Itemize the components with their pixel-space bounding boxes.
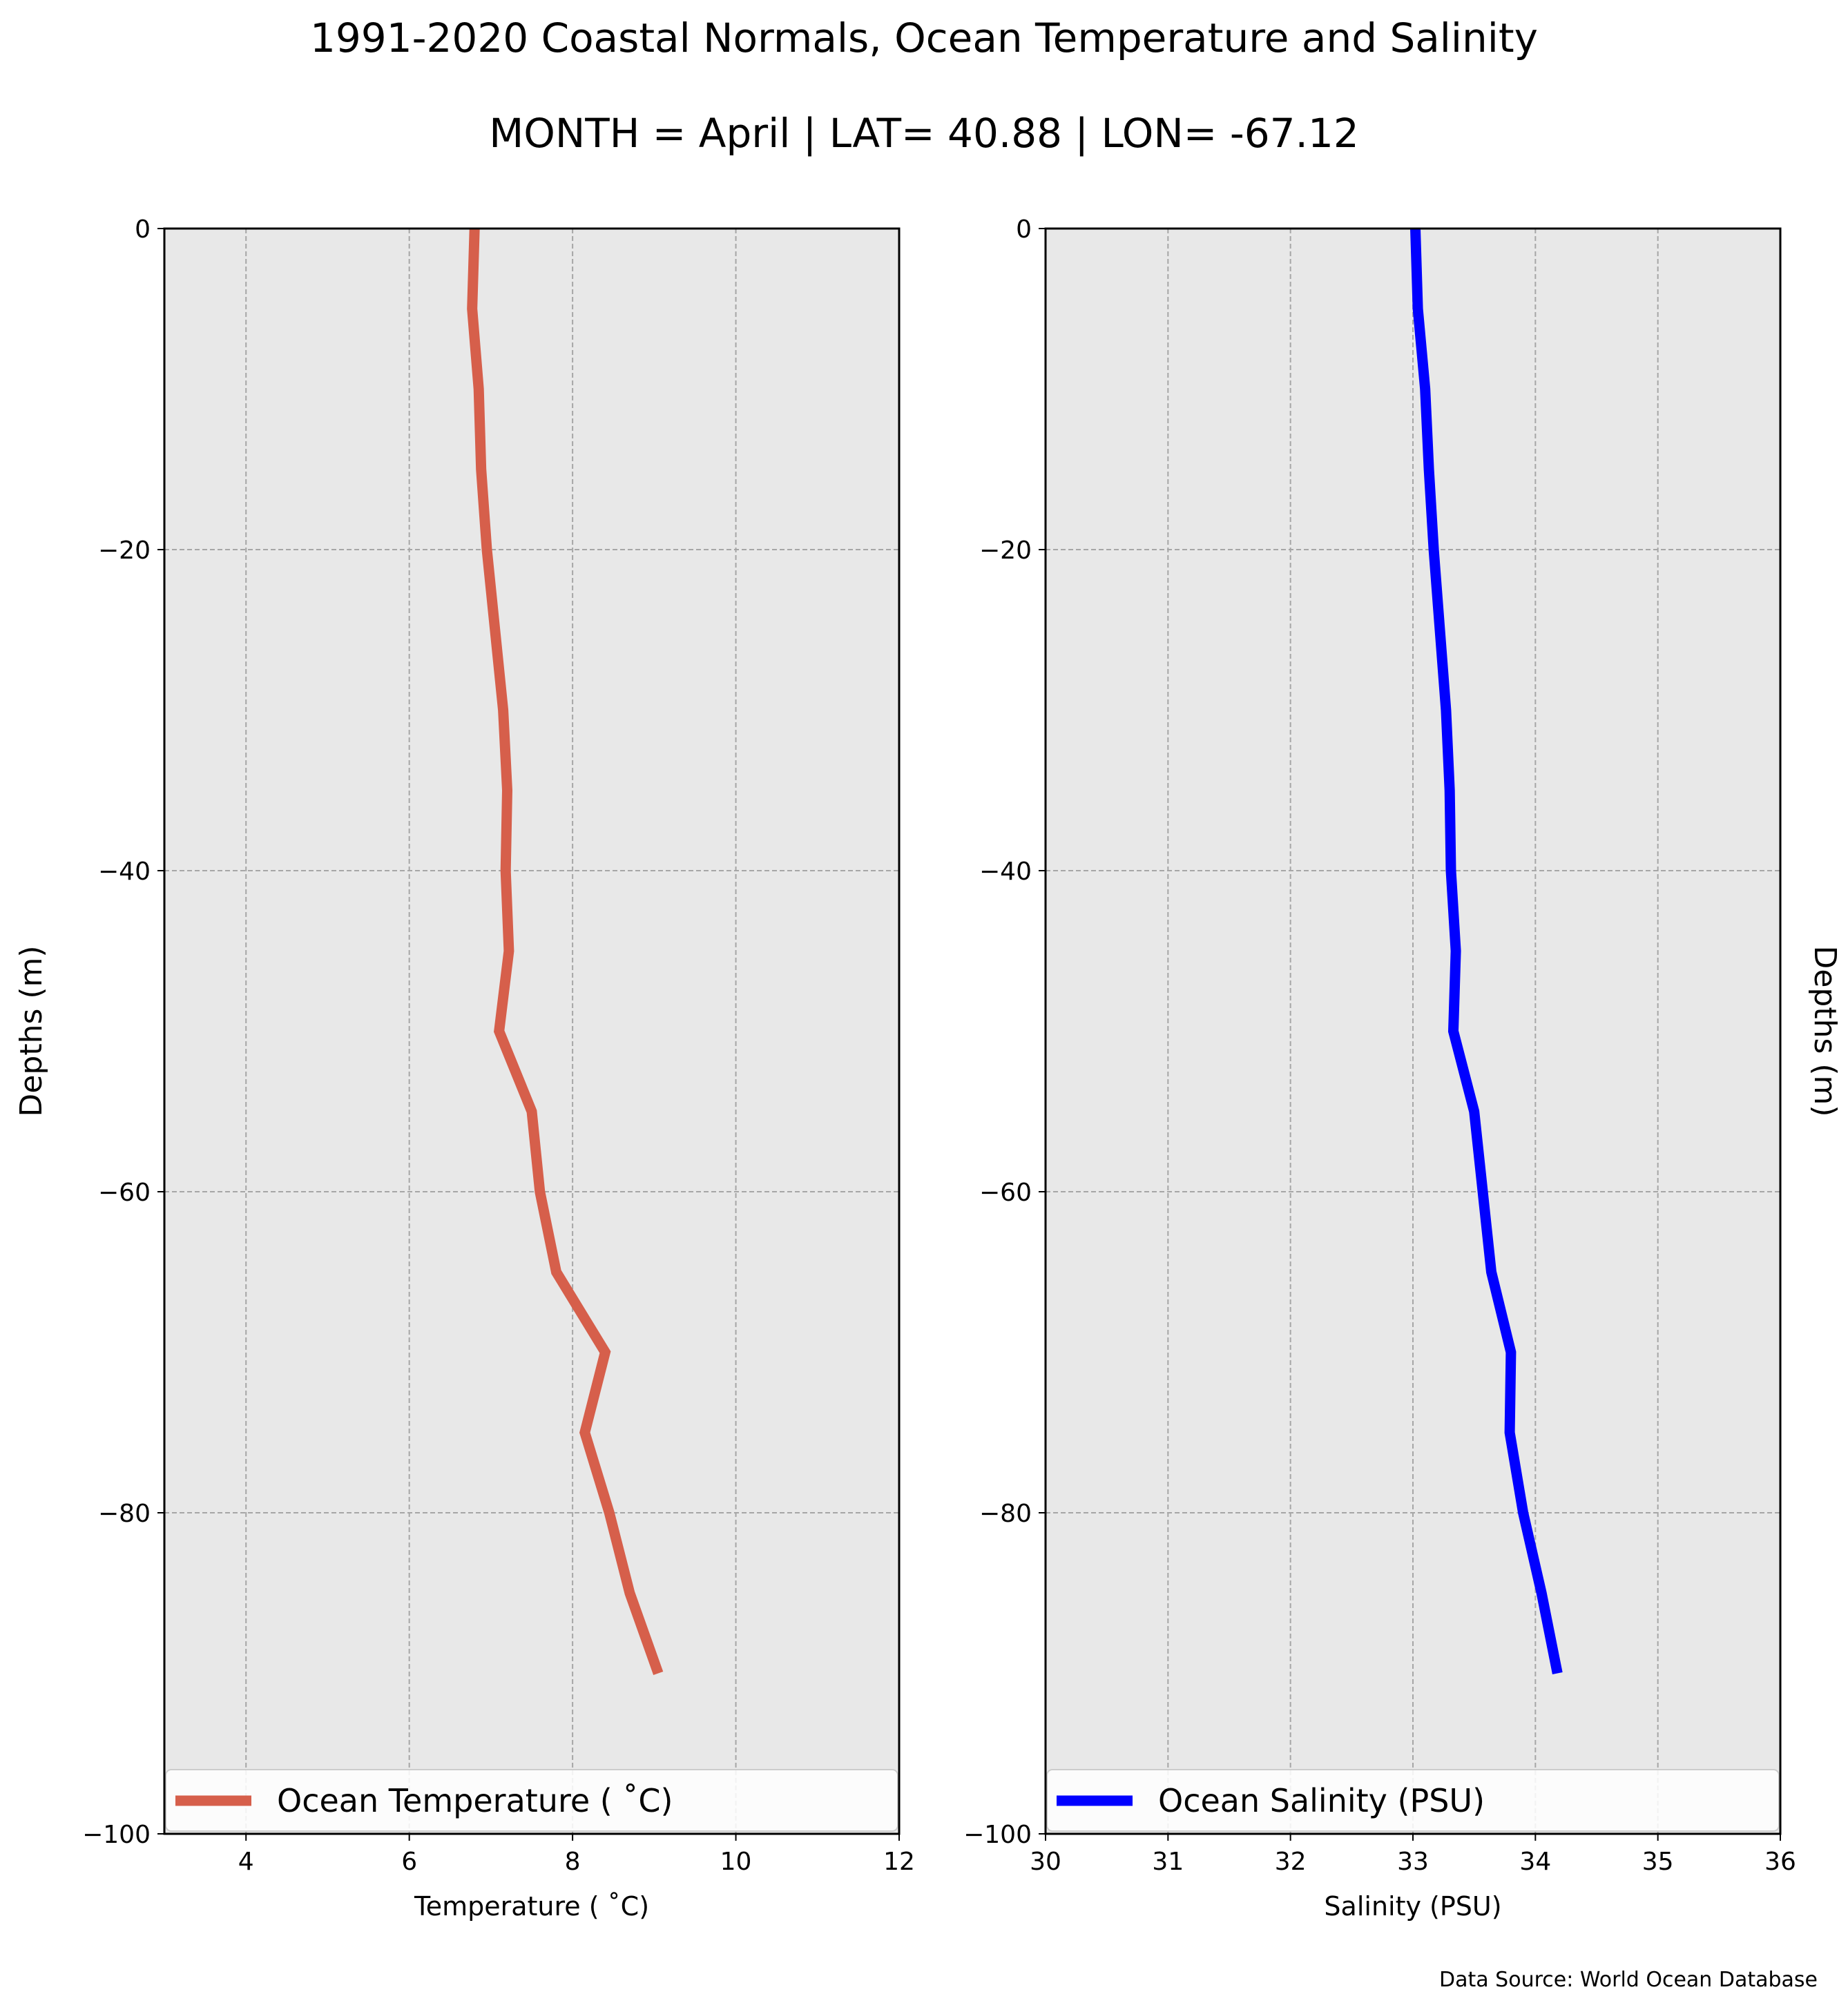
temperature-x-axis-label: Temperature ( ˚C) <box>414 1891 649 1922</box>
temperature-y-tick-label: −80 <box>98 1500 151 1528</box>
chart-title: 1991-2020 Coastal Normals, Ocean Tempera… <box>310 14 1538 61</box>
temperature-x-tick-label: 12 <box>883 1848 915 1876</box>
temperature-panel: Ocean Temperature ( ˚C) 4 6 8 10 12 0 −20 −40 −60… <box>14 215 915 1922</box>
salinity-y-tick-label: −100 <box>963 1821 1032 1849</box>
salinity-x-tick-label: 31 <box>1152 1848 1184 1876</box>
salinity-y-tick-label: −40 <box>979 858 1032 886</box>
temperature-x-tick-label: 8 <box>565 1848 581 1876</box>
temperature-x-tick-label: 6 <box>401 1848 417 1876</box>
salinity-x-tick-label: 36 <box>1764 1848 1796 1876</box>
salinity-legend-label: Ocean Salinity (PSU) <box>1158 1782 1485 1819</box>
salinity-x-tick-label: 32 <box>1275 1848 1307 1876</box>
chart-subtitle: MONTH = April | LAT= 40.88 | LON= -67.12 <box>489 110 1359 157</box>
salinity-y-axis-label: Depths (m) <box>1807 945 1842 1116</box>
salinity-x-tick-label: 34 <box>1519 1848 1551 1876</box>
salinity-y-tick-label: −80 <box>979 1500 1032 1528</box>
salinity-x-tick-label: 30 <box>1030 1848 1061 1876</box>
temperature-y-tick-label: −40 <box>98 858 151 886</box>
data-source-note: Data Source: World Ocean Database <box>1439 1968 1818 1992</box>
temperature-series-line <box>467 228 664 1676</box>
temperature-axes-frame <box>163 227 901 1835</box>
temperature-legend-label: Ocean Temperature ( ˚C) <box>277 1782 673 1819</box>
salinity-y-tick-label: −60 <box>979 1179 1032 1207</box>
salinity-x-tick-label: 33 <box>1397 1848 1429 1876</box>
salinity-x-axis-label: Salinity (PSU) <box>1324 1891 1501 1922</box>
salinity-plot-area <box>1046 229 1780 1834</box>
salinity-y-tick-label: −20 <box>979 536 1032 565</box>
temperature-y-tick-label: −60 <box>98 1179 151 1207</box>
temperature-y-tick-label: 0 <box>135 215 151 244</box>
salinity-legend: Ocean Salinity (PSU) <box>1046 1769 1780 1832</box>
temperature-x-tick-label: 10 <box>720 1848 752 1876</box>
temperature-y-axis-label: Depths (m) <box>14 945 49 1116</box>
temperature-y-tick-label: −20 <box>98 536 151 565</box>
temperature-x-tick-label: 4 <box>238 1848 254 1876</box>
temperature-plot-area <box>164 229 899 1834</box>
temperature-y-tick-label: −100 <box>82 1821 151 1849</box>
salinity-panel: Ocean Salinity (PSU) 30 31 32 33 34 35 36 0 −20 −4… <box>963 215 1842 1922</box>
salinity-x-tick-label: 35 <box>1642 1848 1674 1876</box>
temperature-legend: Ocean Temperature ( ˚C) <box>165 1769 898 1832</box>
salinity-y-tick-label: 0 <box>1016 215 1032 244</box>
salinity-legend-box <box>1046 1769 1780 1832</box>
temperature-legend-box <box>165 1769 898 1832</box>
salinity-series-line <box>1410 228 1563 1674</box>
